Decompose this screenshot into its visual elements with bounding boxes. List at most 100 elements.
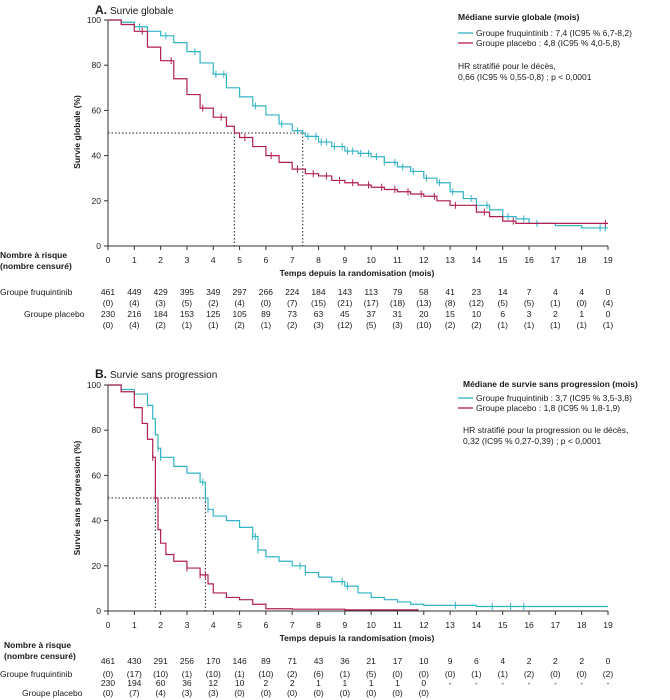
risk-count: 9 [448,656,453,666]
panel-a-y-ticks: 0 20 40 60 80 100 [87,15,108,251]
risk-censored: (10) [153,669,168,679]
risk-count: 1 [395,678,400,688]
risk-count: 395 [180,287,194,297]
panel-a-risk-label-placebo: Groupe placebo [24,309,85,319]
risk-count: 2 [527,656,532,666]
series-line-placebo [108,19,608,224]
risk-censored: (3) [208,688,219,698]
x-tick-label: 18 [577,255,587,265]
panel-b-risk-table: Nombre à risque (nombre censuré) Groupe … [0,640,613,698]
y-tick-label: 80 [92,60,102,70]
risk-count: 2 [264,678,269,688]
risk-censored: (0) [103,669,114,679]
risk-censored: (1) [603,320,614,330]
panel-b-median-guides [108,497,206,611]
risk-count: 89 [261,309,271,319]
risk-censored: (1) [340,669,351,679]
risk-censored: (0) [366,688,377,698]
risk-count: 230 [101,678,115,688]
x-tick-label: 3 [185,620,190,630]
risk-censored: (2) [445,320,456,330]
risk-censored: (17) [127,669,142,679]
panel-a-risk-header-1: Nombre à risque [0,250,67,260]
risk-count: 297 [232,287,246,297]
panel-a-curves [108,19,608,232]
panel-b-legend-title: Médiane de survie sans progression (mois… [463,379,638,389]
risk-count: 10 [472,309,482,319]
risk-count: 21 [366,656,376,666]
risk-censored: (0) [392,688,403,698]
risk-count: 31 [393,309,403,319]
risk-count: 37 [366,309,376,319]
x-tick-label: 10 [366,620,376,630]
risk-censored: (1) [208,320,219,330]
risk-count: 0 [606,287,611,297]
panel-b-risk-label-placebo: Groupe placebo [22,688,83,698]
risk-count: 45 [340,309,350,319]
risk-censored: (0) [445,669,456,679]
risk-censored: (10) [258,669,273,679]
y-tick-label: 40 [92,151,102,161]
risk-count: 20 [419,309,429,319]
panel-a-legend-entry-placebo: Groupe placebo : 4,8 (IC95 % 4,0-5,8) [476,38,620,48]
series-line-fruquintinib [108,384,608,608]
x-tick-label: 2 [158,620,163,630]
risk-censored: (1) [550,298,561,308]
x-tick-label: 18 [577,620,587,630]
risk-censored: (0) [550,669,561,679]
x-tick-label: 8 [316,620,321,630]
risk-count: 2 [290,678,295,688]
risk-count: 291 [154,656,168,666]
risk-censored: (18) [390,298,405,308]
risk-count: 224 [285,287,299,297]
risk-count: - [475,678,478,688]
risk-count: 17 [393,656,403,666]
risk-count: 89 [261,656,271,666]
risk-censored: (0) [261,298,272,308]
risk-count: 0 [606,656,611,666]
risk-count: 60 [156,678,166,688]
panel-a-risk-header-2: (nombre censuré) [0,261,72,271]
risk-censored: (5) [182,298,193,308]
risk-censored: (5) [366,320,377,330]
x-tick-label: 0 [106,255,111,265]
x-tick-label: 13 [445,620,455,630]
x-tick-label: 4 [211,255,216,265]
x-tick-label: 1 [132,255,137,265]
risk-count: - [580,678,583,688]
risk-censored: (4) [129,298,140,308]
risk-count: - [528,678,531,688]
risk-censored: (1) [576,320,587,330]
risk-count: 7 [527,287,532,297]
risk-censored: (10) [416,320,431,330]
panel-a-risk-label-fruquintinib: Groupe fruquintinib [0,287,73,297]
risk-censored: (0) [234,688,245,698]
risk-censored: (3) [392,320,403,330]
y-tick-label: 60 [92,470,102,480]
risk-censored: (1) [550,320,561,330]
risk-count: 14 [498,287,508,297]
x-tick-label: 17 [551,255,561,265]
panel-b-legend: Médiane de survie sans progression (mois… [458,379,638,446]
panel-a-legend: Médiane survie globale (mois) Groupe fru… [458,12,632,82]
risk-censored: (1) [524,320,535,330]
risk-censored: (3) [313,320,324,330]
panel-a-xlabel: Temps depuis la randomisation (mois) [280,268,435,278]
x-tick-label: 14 [472,255,482,265]
risk-censored: (2) [287,320,298,330]
series-line-fruquintinib [108,19,608,229]
x-tick-label: 7 [290,620,295,630]
risk-censored: (1) [182,669,193,679]
panel-b: B. Survie sans progression Survie sans p… [0,367,638,698]
risk-count: 349 [206,287,220,297]
x-tick-label: 12 [419,620,429,630]
risk-count: 63 [314,309,324,319]
risk-censored: (0) [392,669,403,679]
panel-a-hr-line2: 0,66 (IC95 % 0,55-0,8) ; p < 0,0001 [458,72,592,82]
panel-a-x-ticks: 0 1 2 3 4 5 6 7 8 9 10 11 12 13 14 15 16 17 18 19 [106,246,613,265]
risk-censored: (0) [103,688,114,698]
panel-a-legend-entry-fruquintinib: Groupe fruquintinib : 7,4 (IC95 % 6,7-8,… [476,28,632,38]
panel-b-hr-line1: HR stratifié pour la progression ou le d… [463,425,628,435]
x-tick-label: 6 [264,620,269,630]
risk-count: 4 [579,287,584,297]
